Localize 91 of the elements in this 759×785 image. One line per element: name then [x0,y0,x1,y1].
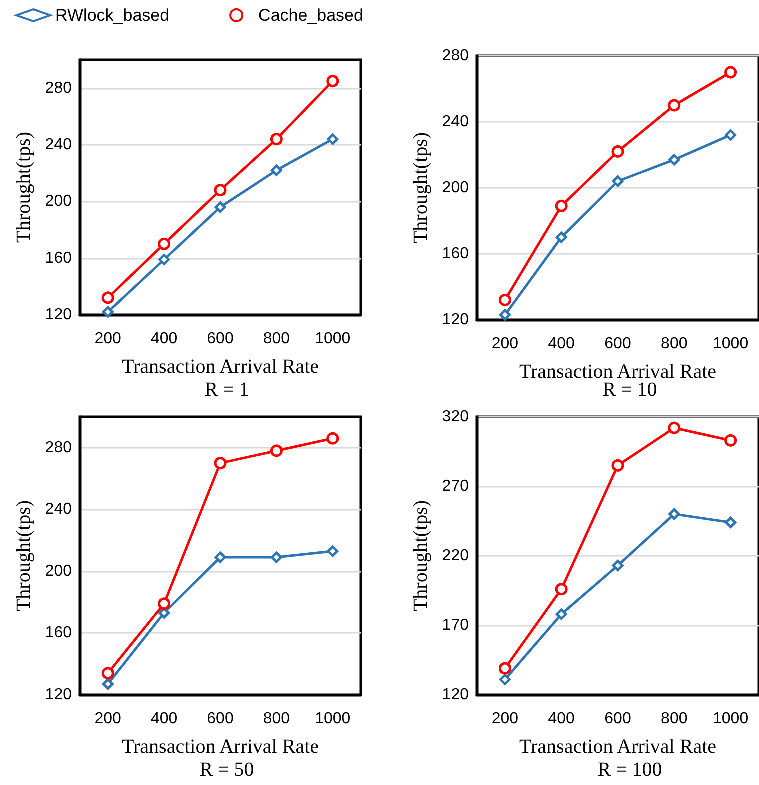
point [668,422,681,434]
x-tick-label: 800 [263,330,290,348]
point [498,294,512,306]
x-tick-label: 600 [604,336,632,352]
point [270,133,283,146]
y-tick-label: 280 [45,439,72,456]
point [102,292,114,304]
y-tick-label: 320 [442,408,470,426]
point [158,254,170,266]
x-axis-title: Transaction Arrival Rate [122,356,320,378]
y-tick-label: 240 [442,114,470,130]
x-tick-label: 400 [548,710,576,728]
x-tick-label: 200 [492,710,519,728]
point [612,459,624,472]
point [270,164,282,176]
point [270,552,282,564]
x-tick-label: 200 [492,336,519,352]
point [612,560,624,572]
y-tick-label: 200 [442,180,470,196]
x-tick-label: 1000 [315,710,351,728]
y-tick-label: 200 [45,562,72,580]
y-tick-label: 280 [442,48,470,64]
x-tick-label: 800 [263,710,290,728]
y-tick-label: 120 [442,312,470,328]
point [270,444,283,458]
point [612,176,624,188]
point [158,238,171,250]
point [102,306,114,318]
text: R = 1 [204,379,250,401]
point [499,674,511,686]
y-tick-label: 160 [45,250,72,267]
x-tick-label: 1000 [315,330,351,348]
point [668,154,680,166]
point [556,232,568,244]
y-axis-title: Throught(tps) [13,132,35,244]
x-tick-label: 600 [207,330,234,348]
text: R = 100 [598,759,662,781]
point [327,134,339,146]
point [724,434,738,447]
y-axis-title: Throught(tps) [410,500,432,612]
y-tick-label: 120 [45,686,72,704]
legend-label: Cache_based [258,6,364,25]
x-tick-label: 1000 [713,336,749,352]
point [214,184,227,197]
point [725,129,737,141]
point [214,202,226,214]
y-tick-label: 200 [45,193,72,210]
y-tick-label: 280 [45,80,72,97]
point [327,546,339,558]
point [326,432,340,445]
point [499,309,511,321]
point [102,667,114,680]
y-tick-label: 160 [45,624,72,642]
x-tick-label: 800 [661,336,688,352]
y-tick-label: 240 [45,501,72,518]
point [555,200,568,212]
x-tick-label: 600 [604,710,632,728]
x-axis-title: Transaction Arrival Rate [519,736,717,758]
x-tick-label: 200 [94,330,122,348]
point [102,678,114,690]
point [556,608,568,620]
point [725,516,737,528]
x-tick-label: 800 [661,710,688,728]
x-tick-label: 400 [150,710,178,728]
point [158,598,171,610]
point [326,75,340,88]
y-tick-label: 120 [442,686,470,704]
point [724,66,738,79]
point [498,662,512,675]
x-tick-label: 1000 [713,710,749,728]
y-tick-label: 120 [45,306,72,324]
point [214,457,227,470]
x-tick-label: 600 [207,710,234,728]
point [668,508,680,520]
y-tick-label: 240 [45,136,72,154]
point [668,99,681,112]
y-tick-label: 220 [442,548,470,564]
x-tick-label: 400 [548,336,576,352]
point [555,583,568,596]
x-tick-label: 400 [150,330,178,348]
x-axis-title: Transaction Arrival Rate [122,736,320,758]
y-axis-title: Throught(tps) [13,500,35,612]
point [612,145,624,158]
y-tick-label: 170 [442,617,470,634]
y-tick-label: 160 [442,246,470,262]
y-tick-label: 270 [442,478,470,495]
text: R = 50 [200,759,254,781]
y-axis-title: Throught(tps) [410,132,432,244]
x-tick-label: 200 [94,710,122,728]
legend-label: RWlock_based [56,6,170,25]
point [214,552,226,564]
